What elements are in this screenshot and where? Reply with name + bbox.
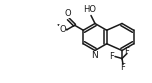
Text: HO: HO — [83, 4, 97, 14]
Text: F: F — [124, 46, 129, 56]
Text: F: F — [121, 63, 125, 72]
Text: N: N — [92, 51, 98, 61]
Text: O: O — [65, 9, 72, 18]
Text: F: F — [109, 52, 114, 61]
Text: O: O — [59, 25, 66, 34]
